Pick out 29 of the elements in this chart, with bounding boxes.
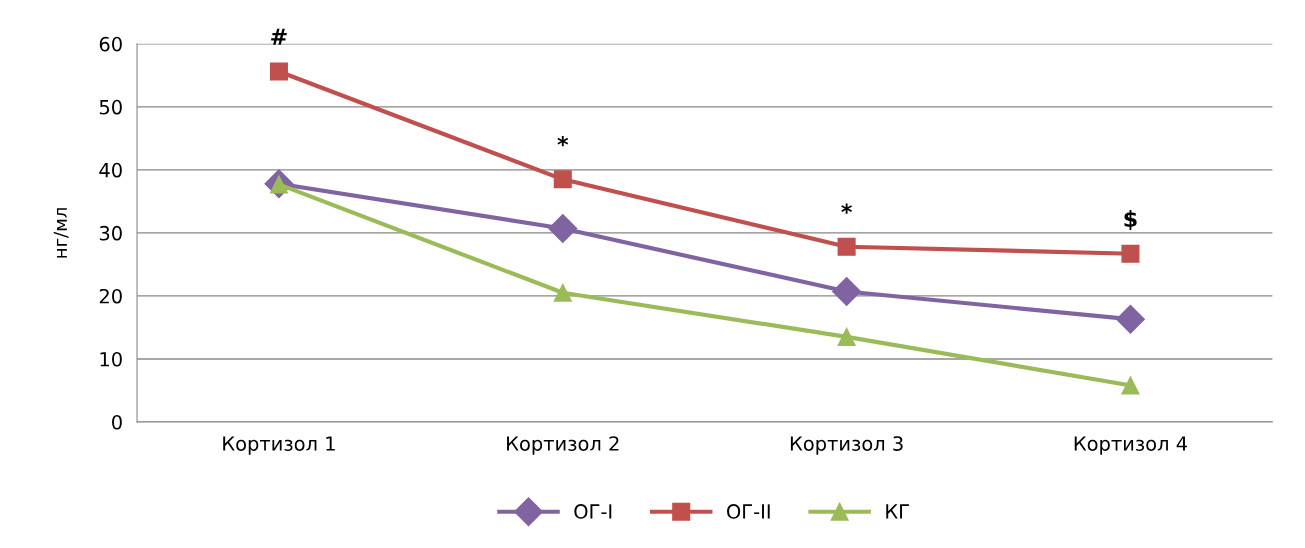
point (548, 214, 578, 243)
legend-label: КГ (886, 504, 909, 519)
point (553, 170, 572, 189)
y-tick-label: 60 (99, 36, 122, 52)
annotation: # (271, 28, 287, 45)
point (1121, 376, 1140, 395)
annotation: * (841, 203, 852, 214)
point (1116, 304, 1145, 334)
point (1121, 244, 1140, 263)
x-tick-label: Кортизол 4 (1074, 436, 1187, 455)
point (269, 62, 288, 81)
annotation: * (557, 136, 569, 147)
y-tick-label: 0 (112, 414, 122, 430)
point (832, 277, 862, 306)
point (837, 327, 856, 346)
legend-label: ОГ-I (574, 504, 612, 519)
y-tick-label: 20 (99, 288, 122, 304)
y-tick-label: 30 (99, 225, 122, 241)
y-tick-label: 40 (99, 162, 122, 178)
annotation: $ (1124, 209, 1137, 231)
x-tick-label: Кортизол 2 (507, 436, 619, 455)
y-tick-label: 50 (99, 99, 122, 115)
y-tick-label: 10 (100, 351, 122, 367)
x-tick-label: Кортизол 3 (790, 436, 903, 455)
point (553, 283, 572, 302)
legend-label: ОГ-II (727, 504, 770, 519)
point (837, 237, 856, 256)
y-axis-title: нг/мл (53, 208, 69, 258)
x-tick-label: Кортизол 1 (223, 436, 335, 455)
